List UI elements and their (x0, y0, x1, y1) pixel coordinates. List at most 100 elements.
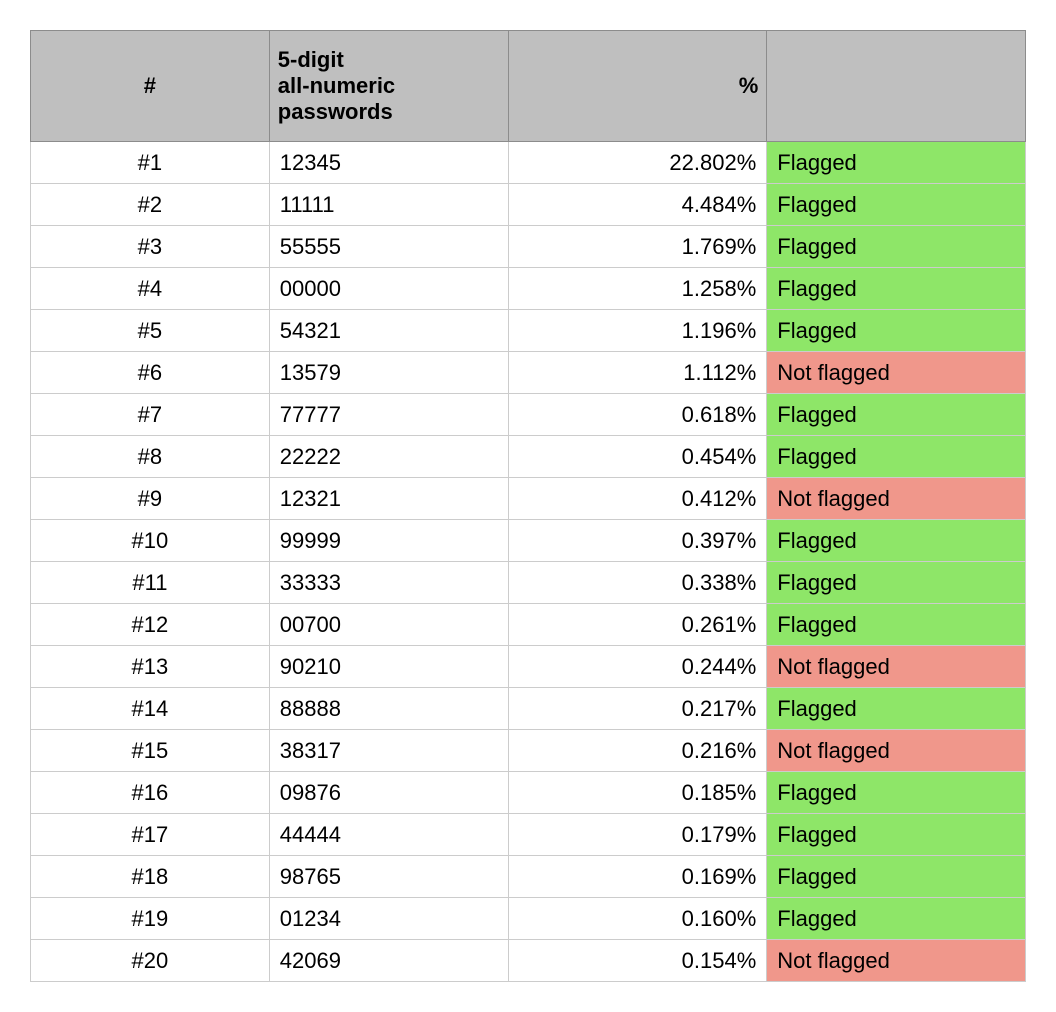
cell-status: Flagged (767, 898, 1026, 940)
table-row: #19012340.160%Flagged (31, 898, 1026, 940)
cell-rank: #3 (31, 226, 270, 268)
cell-percent: 0.454% (508, 436, 767, 478)
cell-status: Not flagged (767, 730, 1026, 772)
cell-percent: 4.484% (508, 184, 767, 226)
cell-password: 54321 (269, 310, 508, 352)
cell-status: Flagged (767, 394, 1026, 436)
table-row: #20420690.154%Not flagged (31, 940, 1026, 982)
cell-status: Flagged (767, 142, 1026, 184)
password-table: # 5-digitall-numericpasswords % #1123452… (30, 30, 1026, 982)
cell-percent: 1.769% (508, 226, 767, 268)
cell-status: Flagged (767, 814, 1026, 856)
cell-password: 88888 (269, 688, 508, 730)
table-row: #8222220.454%Flagged (31, 436, 1026, 478)
cell-percent: 0.412% (508, 478, 767, 520)
cell-percent: 1.258% (508, 268, 767, 310)
cell-status: Flagged (767, 604, 1026, 646)
cell-password: 22222 (269, 436, 508, 478)
cell-percent: 0.160% (508, 898, 767, 940)
cell-password: 12345 (269, 142, 508, 184)
cell-rank: #5 (31, 310, 270, 352)
cell-percent: 0.154% (508, 940, 767, 982)
cell-password: 00700 (269, 604, 508, 646)
cell-password: 99999 (269, 520, 508, 562)
table-row: #15383170.216%Not flagged (31, 730, 1026, 772)
cell-rank: #8 (31, 436, 270, 478)
col-header-percent: % (508, 31, 767, 142)
table-row: #9123210.412%Not flagged (31, 478, 1026, 520)
cell-rank: #15 (31, 730, 270, 772)
cell-password: 55555 (269, 226, 508, 268)
cell-percent: 0.261% (508, 604, 767, 646)
cell-percent: 1.196% (508, 310, 767, 352)
cell-password: 13579 (269, 352, 508, 394)
cell-status: Flagged (767, 562, 1026, 604)
cell-rank: #19 (31, 898, 270, 940)
cell-status: Flagged (767, 772, 1026, 814)
cell-rank: #18 (31, 856, 270, 898)
cell-percent: 0.338% (508, 562, 767, 604)
cell-password: 33333 (269, 562, 508, 604)
cell-rank: #12 (31, 604, 270, 646)
cell-password: 12321 (269, 478, 508, 520)
cell-rank: #9 (31, 478, 270, 520)
cell-password: 98765 (269, 856, 508, 898)
cell-status: Flagged (767, 226, 1026, 268)
table-row: #18987650.169%Flagged (31, 856, 1026, 898)
cell-password: 38317 (269, 730, 508, 772)
cell-rank: #1 (31, 142, 270, 184)
cell-status: Flagged (767, 688, 1026, 730)
table-header: # 5-digitall-numericpasswords % (31, 31, 1026, 142)
cell-status: Flagged (767, 856, 1026, 898)
table-row: #14888880.217%Flagged (31, 688, 1026, 730)
table-row: #16098760.185%Flagged (31, 772, 1026, 814)
table-row: #2111114.484%Flagged (31, 184, 1026, 226)
cell-percent: 0.244% (508, 646, 767, 688)
cell-percent: 0.618% (508, 394, 767, 436)
cell-rank: #11 (31, 562, 270, 604)
cell-percent: 0.179% (508, 814, 767, 856)
cell-password: 00000 (269, 268, 508, 310)
table-row: #10999990.397%Flagged (31, 520, 1026, 562)
cell-status: Not flagged (767, 646, 1026, 688)
table-row: #5543211.196%Flagged (31, 310, 1026, 352)
table-row: #3555551.769%Flagged (31, 226, 1026, 268)
cell-rank: #17 (31, 814, 270, 856)
cell-password: 44444 (269, 814, 508, 856)
cell-percent: 0.216% (508, 730, 767, 772)
cell-rank: #4 (31, 268, 270, 310)
cell-rank: #10 (31, 520, 270, 562)
cell-status: Flagged (767, 436, 1026, 478)
cell-password: 42069 (269, 940, 508, 982)
table-row: #11333330.338%Flagged (31, 562, 1026, 604)
table-row: #7777770.618%Flagged (31, 394, 1026, 436)
col-header-status (767, 31, 1026, 142)
cell-percent: 0.217% (508, 688, 767, 730)
col-header-rank: # (31, 31, 270, 142)
table-row: #6135791.112%Not flagged (31, 352, 1026, 394)
cell-percent: 0.185% (508, 772, 767, 814)
table-body: #11234522.802%Flagged#2111114.484%Flagge… (31, 142, 1026, 982)
cell-percent: 22.802% (508, 142, 767, 184)
cell-password: 11111 (269, 184, 508, 226)
col-header-password: 5-digitall-numericpasswords (269, 31, 508, 142)
cell-password: 77777 (269, 394, 508, 436)
table-row: #12007000.261%Flagged (31, 604, 1026, 646)
cell-status: Not flagged (767, 352, 1026, 394)
cell-rank: #16 (31, 772, 270, 814)
cell-rank: #14 (31, 688, 270, 730)
cell-status: Not flagged (767, 940, 1026, 982)
table-row: #13902100.244%Not flagged (31, 646, 1026, 688)
cell-percent: 1.112% (508, 352, 767, 394)
table-row: #17444440.179%Flagged (31, 814, 1026, 856)
table-row: #4000001.258%Flagged (31, 268, 1026, 310)
cell-rank: #2 (31, 184, 270, 226)
cell-rank: #20 (31, 940, 270, 982)
cell-status: Flagged (767, 310, 1026, 352)
cell-rank: #7 (31, 394, 270, 436)
cell-password: 09876 (269, 772, 508, 814)
cell-status: Not flagged (767, 478, 1026, 520)
cell-status: Flagged (767, 520, 1026, 562)
cell-status: Flagged (767, 184, 1026, 226)
cell-percent: 0.397% (508, 520, 767, 562)
